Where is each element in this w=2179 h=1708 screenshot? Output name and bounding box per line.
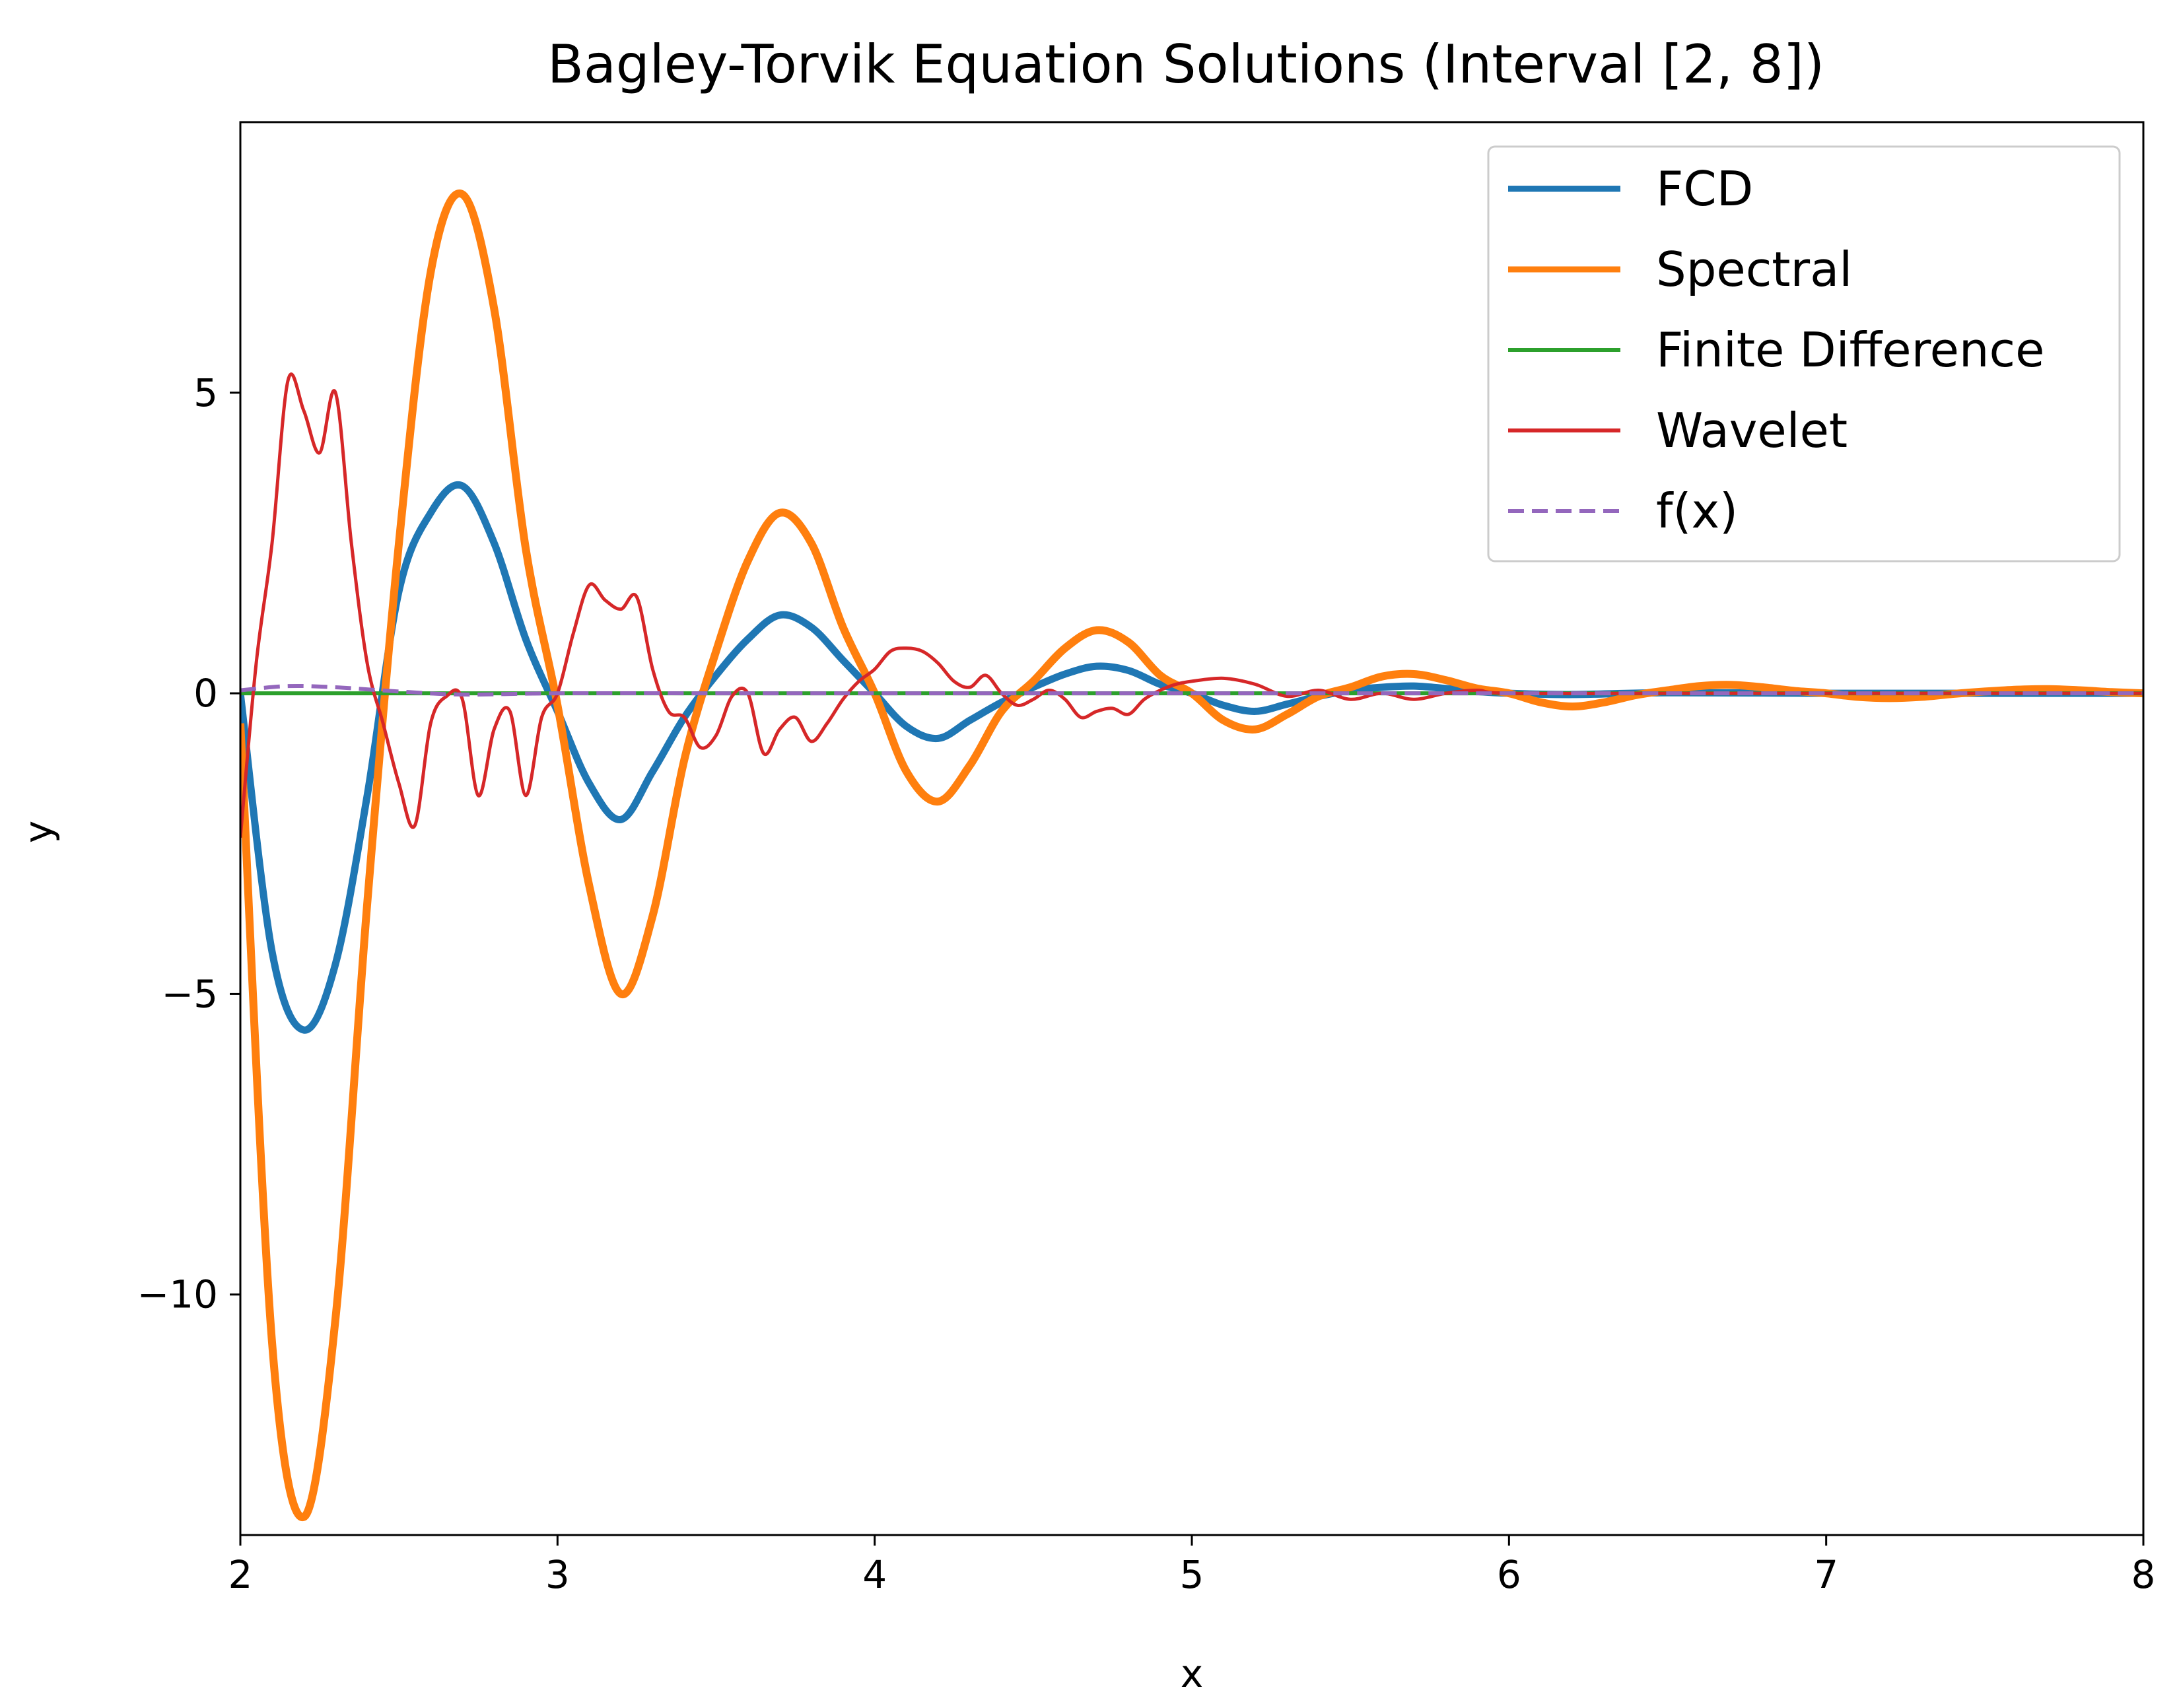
series-line-spectral xyxy=(240,189,2143,1521)
x-tick-label: 6 xyxy=(1497,1552,1521,1597)
x-tick-label: 5 xyxy=(1180,1552,1204,1597)
legend: FCD Spectral Finite Difference Wavelet f(x) xyxy=(1487,145,2121,563)
x-axis: 2 3 4 5 6 7 8 xyxy=(228,1535,2156,1597)
x-tick-label: 7 xyxy=(1814,1552,1838,1597)
y-axis-label: y xyxy=(16,821,61,843)
legend-label-spectral: Spectral xyxy=(1656,242,1852,297)
legend-label-finite-difference: Finite Difference xyxy=(1656,322,2044,378)
plot-area xyxy=(240,189,2143,1521)
x-tick-label: 8 xyxy=(2131,1552,2156,1597)
y-tick-label: 0 xyxy=(193,671,218,716)
y-axis: 5 0 −5 −10 xyxy=(137,370,240,1317)
y-tick-label: −5 xyxy=(162,971,219,1016)
y-tick-label: 5 xyxy=(193,370,218,415)
legend-box xyxy=(1487,145,2121,563)
y-tick-label: −10 xyxy=(137,1272,218,1317)
legend-label-fcd: FCD xyxy=(1656,161,1753,217)
legend-label-wavelet: Wavelet xyxy=(1656,403,1848,458)
chart-title: Bagley-Torvik Equation Solutions (Interv… xyxy=(547,34,1824,95)
x-tick-label: 2 xyxy=(228,1552,253,1597)
x-tick-label: 3 xyxy=(545,1552,570,1597)
series-line-wavelet xyxy=(240,372,2143,838)
x-tick-label: 4 xyxy=(862,1552,887,1597)
series-layer xyxy=(240,189,2143,1521)
series-line-f-x xyxy=(240,683,2143,697)
legend-label-f-x: f(x) xyxy=(1656,483,1738,539)
x-axis-label: x xyxy=(1181,1651,1203,1696)
